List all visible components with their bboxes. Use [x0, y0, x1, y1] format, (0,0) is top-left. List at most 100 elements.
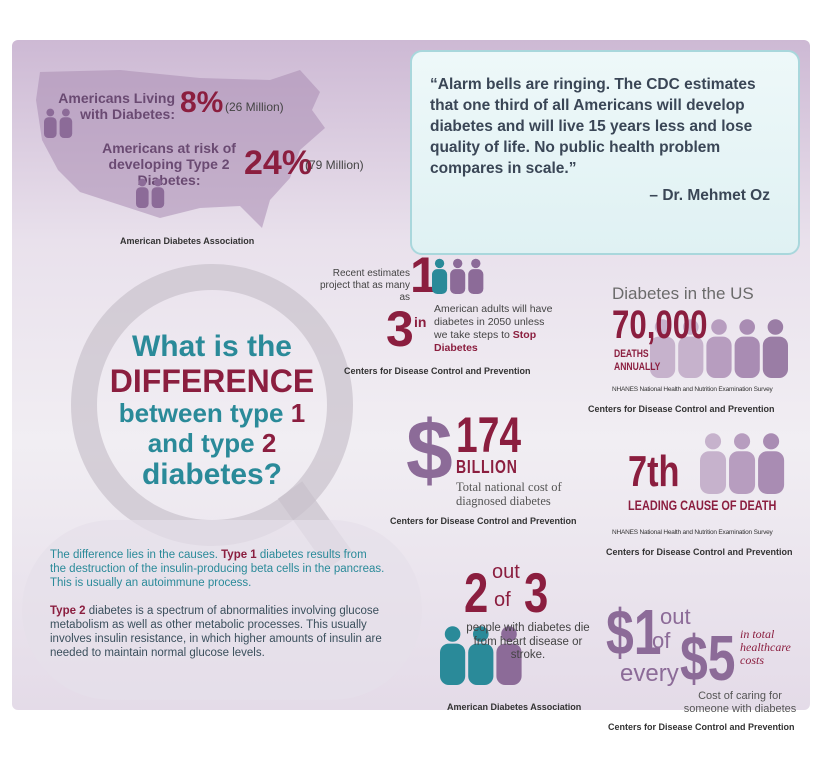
- text: diabetes is a spectrum of abnormalities …: [50, 605, 382, 659]
- three: 3: [524, 561, 549, 624]
- healthcare-side: in total healthcare costs: [740, 627, 791, 667]
- living-pct: 8%: [180, 86, 224, 119]
- dollar: $: [406, 403, 453, 497]
- type: Type 2: [50, 605, 86, 617]
- people-icons: [650, 318, 791, 383]
- head: [154, 178, 162, 187]
- one-in-three-text: American adults will have diabetes in 20…: [434, 303, 559, 355]
- people-svg: [440, 626, 522, 685]
- source: Centers for Disease Control and Preventi…: [390, 516, 577, 526]
- people-icons: [700, 432, 787, 499]
- num: 1: [290, 398, 306, 429]
- q-line: and type 2: [62, 427, 362, 458]
- body: [729, 451, 756, 494]
- text: and type: [147, 427, 255, 458]
- survey: NHANES National Health and Nutrition Exa…: [612, 386, 773, 393]
- source: Centers for Disease Control and Preventi…: [344, 366, 531, 376]
- type: Type 1: [221, 549, 257, 561]
- in: in: [414, 314, 427, 330]
- quote-text: “Alarm bells are ringing. The CDC estima…: [430, 76, 756, 177]
- people-icons: [432, 258, 486, 299]
- people-icons: [44, 108, 75, 143]
- people-svg: [650, 319, 788, 378]
- body: [734, 336, 760, 378]
- head: [654, 319, 671, 335]
- body: [450, 269, 466, 294]
- head: [739, 319, 755, 335]
- person-icon: [700, 433, 727, 494]
- highlight: Stop Diabetes: [434, 329, 537, 354]
- head: [471, 258, 481, 269]
- body: [706, 336, 732, 378]
- quote-box: [410, 50, 800, 255]
- paragraph: The difference lies in the causes. Type …: [50, 548, 385, 590]
- risk-count: (79 Million): [305, 158, 364, 172]
- source: American Diabetes Association: [120, 236, 255, 246]
- heart-text: people with diabetes die from heart dise…: [466, 622, 590, 661]
- person-icon: [758, 433, 785, 494]
- body: [59, 117, 73, 138]
- head: [473, 626, 489, 642]
- source: Centers for Disease Control and Preventi…: [588, 404, 775, 414]
- person-icon: [762, 319, 788, 378]
- survey: NHANES National Health and Nutrition Exa…: [612, 529, 773, 536]
- body: [496, 643, 522, 685]
- people-svg: [432, 258, 484, 294]
- out: out: [660, 604, 691, 629]
- body: [440, 643, 466, 685]
- head: [434, 258, 445, 269]
- out: out: [492, 561, 520, 583]
- people-svg: [700, 433, 785, 494]
- person-icon: [44, 108, 57, 138]
- source: Centers for Disease Control and Preventi…: [608, 722, 795, 732]
- cost-unit: BILLION: [456, 457, 518, 477]
- q-line: DIFFERENCE: [109, 362, 315, 399]
- every: every: [620, 660, 679, 687]
- head: [711, 319, 727, 335]
- quote-author: – Dr. Mehmet Oz: [649, 187, 770, 204]
- people-svg: [44, 108, 73, 138]
- head: [767, 319, 784, 335]
- person-icon: [734, 319, 760, 378]
- one-in-three-lead: Recent estimates project that as many as: [319, 268, 410, 303]
- rank-number: 7th: [628, 447, 680, 496]
- person-icon: [59, 108, 73, 138]
- text: The difference lies in the causes.: [50, 549, 218, 561]
- head: [734, 433, 751, 450]
- cost-number: 174: [456, 407, 522, 463]
- deaths-label: DEATHS ANNUALLY: [614, 348, 661, 373]
- head: [46, 108, 55, 117]
- of: of: [494, 589, 511, 611]
- people-icons: [440, 625, 525, 690]
- head: [453, 258, 463, 269]
- text: diabetes results from the destruction of…: [50, 549, 385, 589]
- text: between type: [118, 398, 284, 429]
- body: [700, 451, 727, 494]
- head: [683, 319, 699, 335]
- healthcare-text: Cost of caring for someone with diabetes: [683, 690, 797, 715]
- risk-label: Americans at risk of developing Type 2 D…: [102, 140, 236, 188]
- two: 2: [464, 561, 489, 624]
- head: [763, 433, 780, 450]
- person-icon: [496, 626, 522, 685]
- q-line: between type 1: [62, 399, 362, 428]
- head: [138, 178, 147, 187]
- us-map: [36, 70, 325, 228]
- question: What is the DIFFERENCE between type 1 an…: [62, 330, 362, 491]
- person-icon: [729, 433, 756, 494]
- text: American adults will have diabetes in 20…: [434, 303, 553, 341]
- source: American Diabetes Association: [447, 702, 582, 712]
- person-icon: [468, 626, 494, 685]
- q-line: What is the: [131, 330, 292, 363]
- deaths-number: 70,000: [612, 303, 708, 347]
- explanation: The difference lies in the causes. Type …: [50, 548, 385, 660]
- three: 3: [386, 301, 414, 357]
- person-icon: [650, 319, 676, 378]
- head: [501, 626, 517, 642]
- num: 2: [261, 427, 277, 458]
- deaths-heading: Diabetes in the US: [612, 284, 754, 303]
- person-icon: [136, 178, 149, 208]
- one-dollar: $1: [606, 596, 662, 668]
- head: [444, 626, 461, 642]
